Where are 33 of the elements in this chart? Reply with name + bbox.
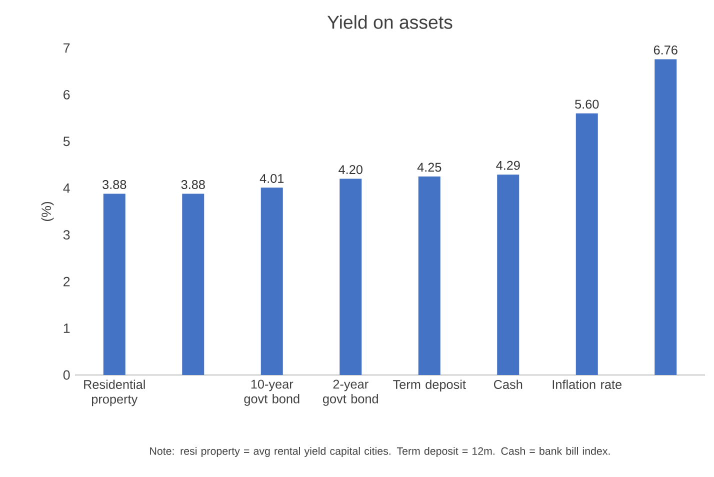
data-label: 6.76 bbox=[654, 46, 678, 54]
data-label: 3.88 bbox=[102, 180, 126, 190]
bar bbox=[418, 176, 440, 375]
y-tick-label: 5 bbox=[63, 136, 70, 146]
x-tick-label: Residential property bbox=[84, 380, 145, 406]
y-tick-label: 4 bbox=[63, 184, 70, 193]
bar bbox=[576, 113, 598, 375]
y-tick-label: 6 bbox=[64, 90, 70, 100]
bar bbox=[260, 188, 283, 375]
x-tick-label: Inflation rate bbox=[552, 380, 622, 389]
text: Note: resi property = avg rental yield capital cities. Term deposit = 12m. Cash = bank bill index. bbox=[150, 447, 610, 457]
chart-title: Yield on assets bbox=[327, 15, 452, 29]
y-tick-label: 7 bbox=[64, 43, 70, 53]
bar bbox=[182, 194, 204, 375]
bar bbox=[103, 194, 126, 375]
x-tick-label: Cash bbox=[494, 380, 522, 389]
x-tick-label: 10-year govt bond bbox=[244, 380, 300, 406]
y-tick-label: 1 bbox=[64, 324, 70, 333]
y-tick-label: 2 bbox=[64, 276, 70, 286]
y-tick-label: 3 bbox=[63, 230, 70, 240]
x-tick-label: Term deposit bbox=[393, 380, 466, 392]
x-tick-label: 2-year govt bond bbox=[322, 380, 378, 406]
bar bbox=[340, 178, 362, 375]
data-label: 3.88 bbox=[181, 180, 205, 190]
data-label: 4.01 bbox=[260, 174, 284, 183]
data-label: 4.20 bbox=[338, 165, 362, 174]
data-label: 4.29 bbox=[496, 160, 520, 170]
data-label: 4.25 bbox=[417, 162, 442, 172]
bar bbox=[654, 59, 677, 375]
y-tick-label: 0 bbox=[63, 370, 70, 380]
data-label: 5.60 bbox=[575, 100, 599, 109]
y-axis-title: (%) bbox=[41, 202, 54, 222]
bar bbox=[497, 174, 520, 375]
